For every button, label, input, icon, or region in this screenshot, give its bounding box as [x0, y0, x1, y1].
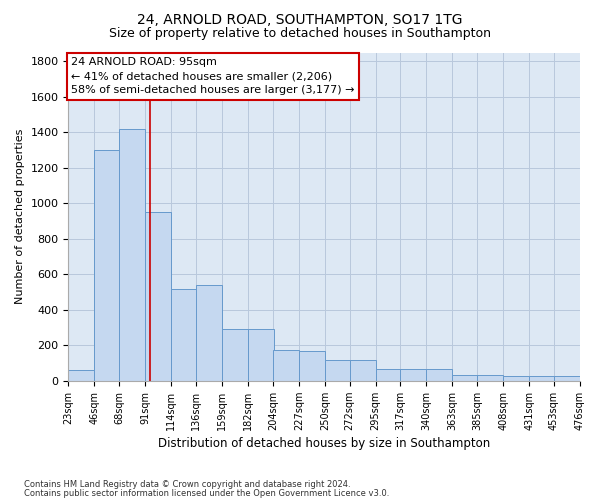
Bar: [477, 374, 503, 381]
Bar: [350, 360, 376, 381]
Bar: [273, 350, 299, 381]
Bar: [529, 376, 555, 381]
Bar: [503, 376, 529, 381]
Bar: [196, 285, 222, 381]
Bar: [248, 330, 274, 381]
Bar: [171, 288, 197, 381]
Bar: [94, 150, 121, 381]
Bar: [452, 374, 478, 381]
Bar: [299, 350, 325, 381]
X-axis label: Distribution of detached houses by size in Southampton: Distribution of detached houses by size …: [158, 437, 490, 450]
Bar: [400, 370, 427, 381]
Bar: [325, 360, 351, 381]
Bar: [145, 212, 171, 381]
Bar: [427, 370, 452, 381]
Bar: [376, 370, 401, 381]
Bar: [222, 330, 248, 381]
Bar: [554, 376, 580, 381]
Bar: [119, 129, 145, 381]
Text: 24 ARNOLD ROAD: 95sqm
← 41% of detached houses are smaller (2,206)
58% of semi-d: 24 ARNOLD ROAD: 95sqm ← 41% of detached …: [71, 58, 355, 96]
Bar: [68, 370, 94, 381]
Text: Contains public sector information licensed under the Open Government Licence v3: Contains public sector information licen…: [24, 488, 389, 498]
Text: Contains HM Land Registry data © Crown copyright and database right 2024.: Contains HM Land Registry data © Crown c…: [24, 480, 350, 489]
Text: Size of property relative to detached houses in Southampton: Size of property relative to detached ho…: [109, 28, 491, 40]
Text: 24, ARNOLD ROAD, SOUTHAMPTON, SO17 1TG: 24, ARNOLD ROAD, SOUTHAMPTON, SO17 1TG: [137, 12, 463, 26]
Y-axis label: Number of detached properties: Number of detached properties: [15, 129, 25, 304]
